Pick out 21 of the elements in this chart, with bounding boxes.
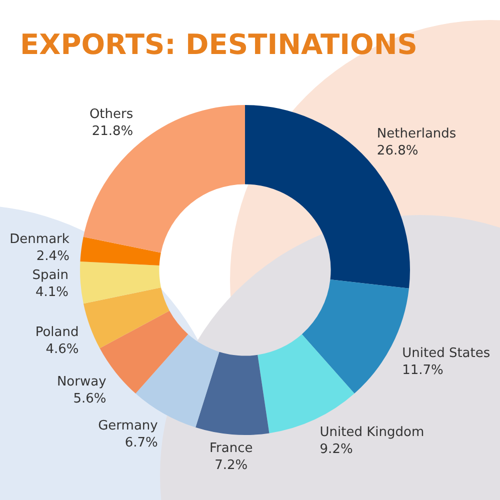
data-label: 9.2%	[320, 442, 353, 457]
slice-label: Others	[89, 107, 134, 122]
slice-label: Denmark	[10, 232, 70, 247]
data-label: 4.6%	[46, 342, 79, 358]
slice-label: Spain	[32, 268, 69, 283]
data-label: 21.8%	[92, 124, 134, 140]
data-label: 2.4%	[36, 248, 70, 264]
slice-label: Germany	[98, 418, 158, 434]
data-label: 7.2%	[214, 458, 248, 473]
slice-label: Norway	[56, 374, 107, 390]
slice-label: Netherlands	[376, 126, 456, 142]
data-label: 6.7%	[124, 435, 158, 450]
slice-label: Poland	[35, 325, 79, 340]
data-label: 4.1%	[35, 284, 69, 300]
data-label: 11.7%	[402, 362, 444, 378]
data-label: 26.8%	[376, 143, 418, 158]
slice-label: United States	[402, 346, 490, 361]
chart-title: EXPORTS: DESTINATIONS	[20, 28, 418, 61]
slice-label: United Kingdom	[320, 424, 424, 440]
slice-label: France	[210, 440, 253, 456]
data-label: 5.6%	[73, 391, 106, 406]
